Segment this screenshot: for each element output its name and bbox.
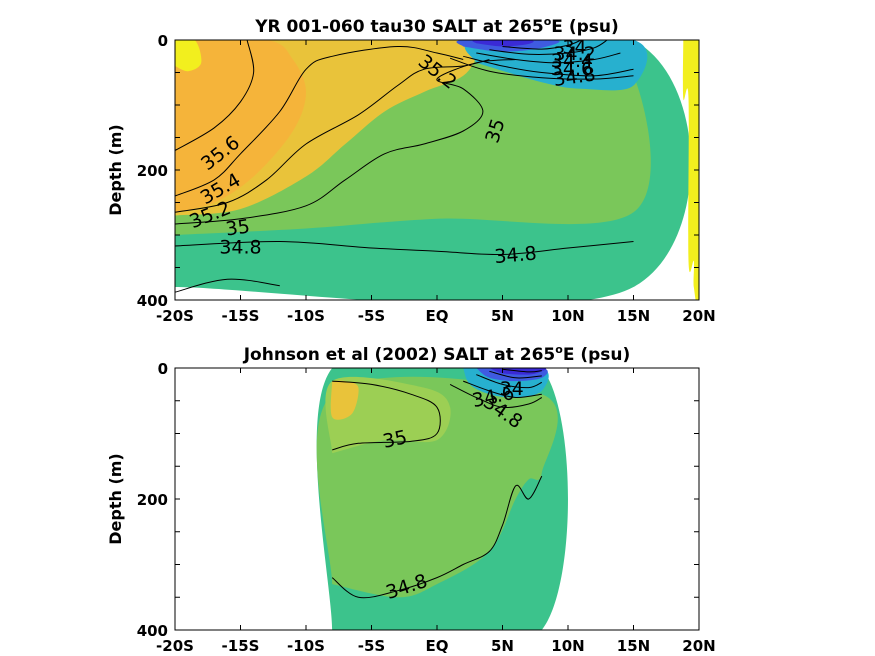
contour-label: 34: [500, 378, 524, 400]
salinity-fill-region: [175, 40, 306, 213]
panel-title: YR 001-060 tau30 SALT at 265oE (psu): [254, 15, 619, 37]
y-tick-label: 400: [137, 622, 168, 640]
contour-label: 34.8: [219, 237, 261, 259]
contour-line: [476, 374, 543, 389]
x-tick-label: 10N: [551, 307, 584, 325]
x-tick-label: -15S: [222, 307, 260, 325]
x-tick-label: 10N: [551, 637, 584, 655]
contour-line: [175, 59, 516, 225]
y-tick-label: 200: [137, 491, 168, 509]
x-tick-label: 5N: [491, 307, 514, 325]
contour-line: [502, 368, 542, 373]
x-tick-label: 20N: [682, 307, 715, 325]
x-tick-label: -10S: [287, 637, 325, 655]
x-tick-label: -15S: [222, 637, 260, 655]
x-tick-label: 15N: [617, 307, 650, 325]
contour-line: [476, 52, 621, 64]
panel-model: YR 001-060 tau30 SALT at 265oE (psu) 35.…: [106, 15, 716, 325]
contour-label: 34.6: [551, 58, 593, 80]
contour-label: 35: [381, 426, 409, 453]
salinity-fill-region: [175, 40, 202, 72]
contour-label: 34.4: [551, 50, 593, 72]
x-tick-label: -20S: [156, 307, 194, 325]
y-axis-label: Depth (m): [106, 124, 125, 216]
panel-observations: Johnson et al (2002) SALT at 265oE (psu)…: [106, 343, 716, 655]
x-tick-label: 15N: [617, 637, 650, 655]
y-tick-label: 0: [158, 360, 168, 378]
x-tick-label: -5S: [358, 637, 385, 655]
contour-line: [449, 57, 634, 80]
y-axis-label: Depth (m): [106, 453, 125, 545]
salinity-fill-region: [330, 380, 359, 420]
x-tick-label: EQ: [426, 637, 449, 655]
contour-line: [175, 278, 280, 293]
contour-label: 35: [224, 215, 251, 240]
contour-line: [463, 380, 542, 399]
contour-line: [463, 55, 634, 77]
y-tick-label: 400: [137, 292, 168, 310]
contour-line: [489, 370, 542, 379]
x-tick-label: -10S: [287, 307, 325, 325]
contour-line: [175, 40, 255, 151]
contour-line: [489, 40, 608, 55]
contour-line: [502, 40, 582, 50]
y-tick-label: 0: [158, 32, 168, 50]
contour-line: [332, 380, 441, 451]
axes: -20S -15S -10S -5S EQ 5N 10N 15N 20N 0 200 400: [137, 32, 716, 325]
contour-line: [175, 59, 490, 213]
contour-label: 34.2: [553, 43, 595, 65]
contour-line: [449, 383, 543, 409]
x-tick-label: -5S: [358, 307, 385, 325]
contour-line: [175, 240, 634, 256]
axes: -20S -15S -10S -5S EQ 5N 10N 15N 20N 0 200 400: [137, 360, 716, 655]
y-tick-label: 200: [137, 162, 168, 180]
contour-label: 34.8: [494, 242, 538, 268]
x-tick-label: -20S: [156, 637, 194, 655]
x-tick-label: EQ: [426, 307, 449, 325]
x-tick-label: 20N: [682, 637, 715, 655]
contour-label: 34: [562, 36, 586, 58]
x-tick-label: 5N: [491, 637, 514, 655]
contour-line: [331, 475, 543, 599]
salinity-fill-region: [472, 40, 534, 47]
panel-title: Johnson et al (2002) SALT at 265oE (psu): [243, 343, 631, 365]
contour-line: [175, 45, 464, 197]
